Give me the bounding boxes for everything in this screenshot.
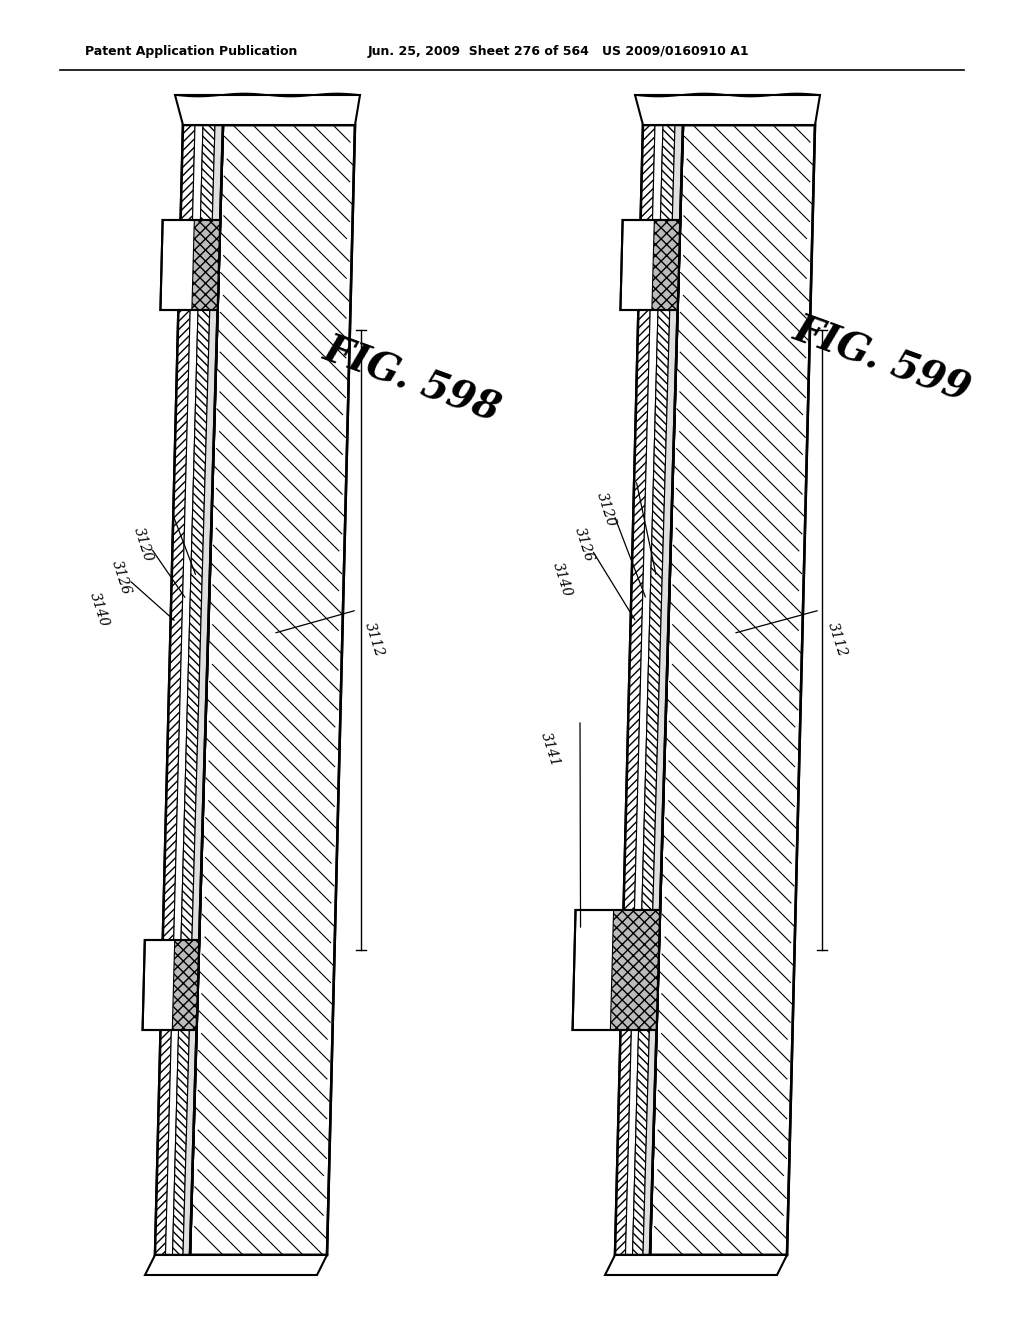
Text: 3141: 3141 xyxy=(538,731,562,770)
Text: 3112: 3112 xyxy=(825,620,849,659)
Text: Patent Application Publication: Patent Application Publication xyxy=(85,45,297,58)
Polygon shape xyxy=(183,125,223,1255)
Polygon shape xyxy=(161,220,220,310)
Polygon shape xyxy=(172,940,200,1030)
Text: 3126: 3126 xyxy=(109,558,133,597)
Text: 3112: 3112 xyxy=(362,620,386,659)
Polygon shape xyxy=(650,125,815,1255)
Polygon shape xyxy=(172,125,215,1255)
Polygon shape xyxy=(145,1255,327,1275)
Text: FIG. 598: FIG. 598 xyxy=(318,330,506,429)
Polygon shape xyxy=(190,125,355,1255)
Polygon shape xyxy=(191,220,220,310)
Text: 3126: 3126 xyxy=(571,525,596,564)
Polygon shape xyxy=(155,125,223,1255)
Polygon shape xyxy=(635,95,820,125)
Polygon shape xyxy=(633,125,675,1255)
Polygon shape xyxy=(605,1255,787,1275)
Text: Jun. 25, 2009  Sheet 276 of 564   US 2009/0160910 A1: Jun. 25, 2009 Sheet 276 of 564 US 2009/0… xyxy=(368,45,750,58)
Text: 3140: 3140 xyxy=(550,561,574,599)
Polygon shape xyxy=(626,125,663,1255)
Polygon shape xyxy=(652,220,680,310)
Polygon shape xyxy=(615,125,683,1255)
Polygon shape xyxy=(142,940,200,1030)
Polygon shape xyxy=(615,125,655,1255)
Text: FIG. 599: FIG. 599 xyxy=(788,310,976,409)
Polygon shape xyxy=(610,909,660,1030)
Text: 3120: 3120 xyxy=(594,491,618,529)
Polygon shape xyxy=(643,125,683,1255)
Polygon shape xyxy=(166,125,203,1255)
Polygon shape xyxy=(175,95,360,125)
Polygon shape xyxy=(572,909,660,1030)
Polygon shape xyxy=(155,125,195,1255)
Text: 3140: 3140 xyxy=(87,591,111,630)
Polygon shape xyxy=(621,220,680,310)
Text: 3120: 3120 xyxy=(131,525,155,564)
